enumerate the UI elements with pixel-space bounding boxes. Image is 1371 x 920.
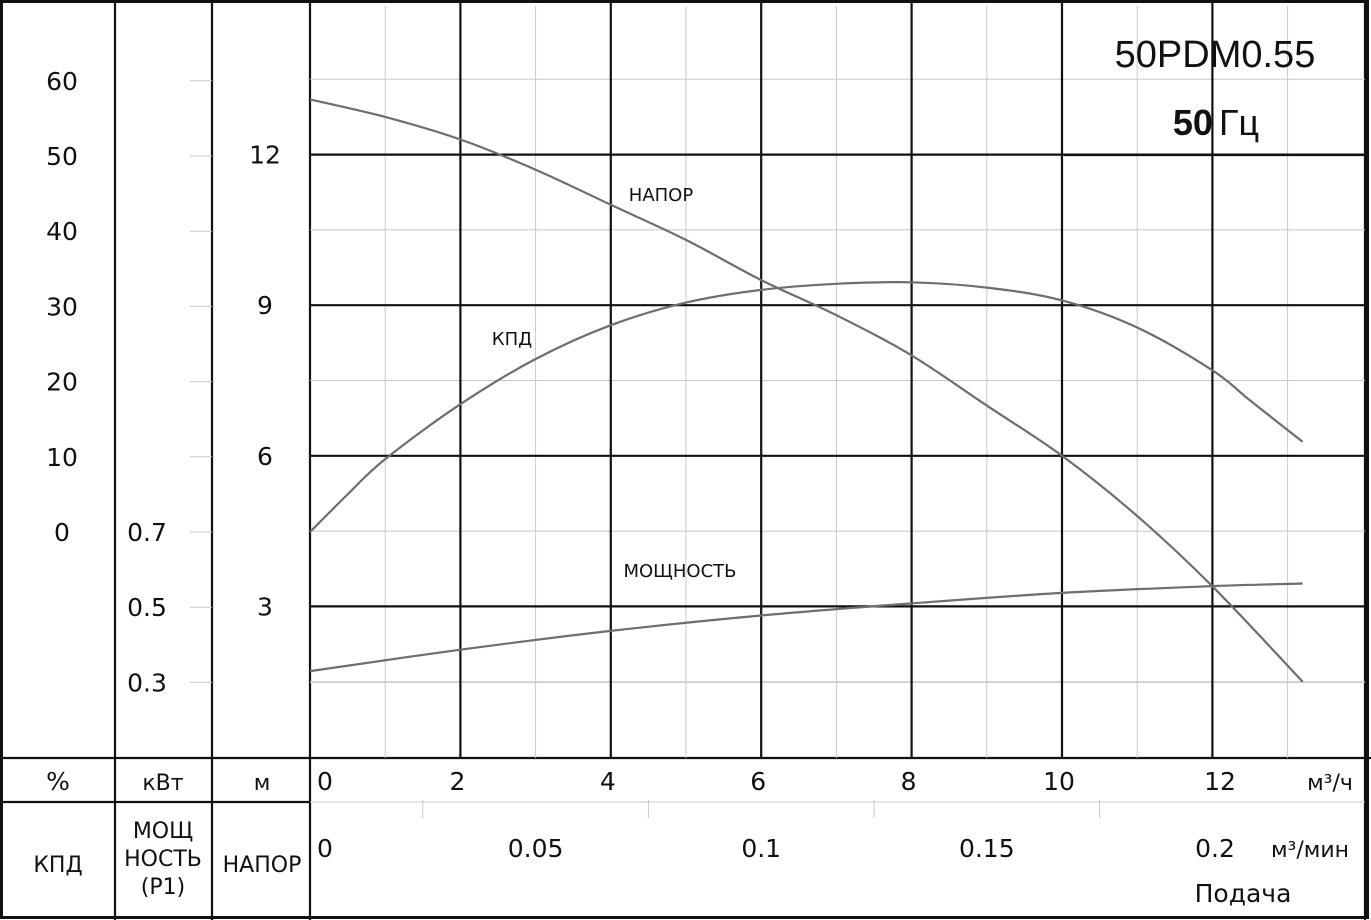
- flow-m3h-tick-label: 6: [750, 767, 766, 796]
- efficiency-unit-label: %: [46, 767, 70, 796]
- flow-m3min-unit: м³/мин: [1271, 838, 1349, 863]
- head-tick-label: 6: [257, 442, 273, 471]
- power-tick-label: 0.5: [127, 593, 167, 622]
- power-curve-label: МОЩНОСТЬ: [623, 561, 736, 582]
- efficiency-axis-name: КПД: [33, 853, 82, 878]
- head-tick-label: 9: [257, 291, 273, 320]
- head-curve: [309, 98, 1304, 683]
- flow-m3min-tick-label: 0.2: [1195, 834, 1235, 863]
- flow-m3h-tick-label: 12: [1204, 767, 1236, 796]
- head-tick-label: 12: [249, 141, 281, 170]
- head-axis-name: НАПОР: [223, 853, 302, 878]
- flow-m3h-tick-label: 4: [600, 767, 616, 796]
- flow-m3min-tick-label: 0: [317, 834, 333, 863]
- efficiency-curve: [309, 281, 1304, 533]
- efficiency-tick-label: 40: [46, 217, 78, 246]
- flow-m3min-tick-label: 0.1: [741, 834, 781, 863]
- flow-m3h-tick-label: 2: [449, 767, 465, 796]
- flow-m3h-tick-label: 0: [317, 767, 333, 796]
- head-tick-label: 3: [257, 592, 273, 621]
- power-axis-name-line3: (P1): [141, 875, 185, 900]
- curves: [309, 98, 1304, 683]
- head-unit-label: м: [254, 771, 271, 796]
- power-axis-name-line2: НОСТЬ: [124, 847, 202, 872]
- minor-grid: [190, 6, 1365, 818]
- efficiency-tick-label: 60: [46, 67, 78, 96]
- efficiency-tick-label: 30: [46, 292, 78, 321]
- major-grid: [310, 0, 1365, 758]
- flow-m3h-tick-label: 10: [1043, 767, 1075, 796]
- efficiency-curve-label: КПД: [492, 329, 532, 350]
- head-curve-label: НАПОР: [629, 185, 694, 206]
- frequency-value: 50: [1173, 102, 1213, 143]
- frequency-title: 50 Гц: [1173, 102, 1259, 143]
- efficiency-tick-label: 10: [46, 443, 78, 472]
- power-axis-name-line1: МОЩ: [133, 819, 193, 844]
- flow-axis-title: Подача: [1195, 879, 1292, 908]
- efficiency-tick-label: 0: [54, 518, 70, 547]
- power-curve: [309, 582, 1303, 673]
- power-tick-label: 0.3: [127, 668, 167, 697]
- power-unit-label: кВт: [142, 771, 183, 796]
- efficiency-tick-label: 50: [46, 142, 78, 171]
- frequency-unit: Гц: [1219, 102, 1259, 143]
- flow-m3h-tick-label: 8: [901, 767, 917, 796]
- model-title: 50PDM0.55: [1115, 34, 1316, 76]
- efficiency-tick-label: 20: [46, 368, 78, 397]
- flow-m3min-tick-label: 0.15: [959, 834, 1015, 863]
- power-tick-label: 0.7: [127, 518, 167, 547]
- flow-m3h-unit: м³/ч: [1307, 771, 1353, 796]
- flow-m3min-tick-label: 0.05: [508, 834, 564, 863]
